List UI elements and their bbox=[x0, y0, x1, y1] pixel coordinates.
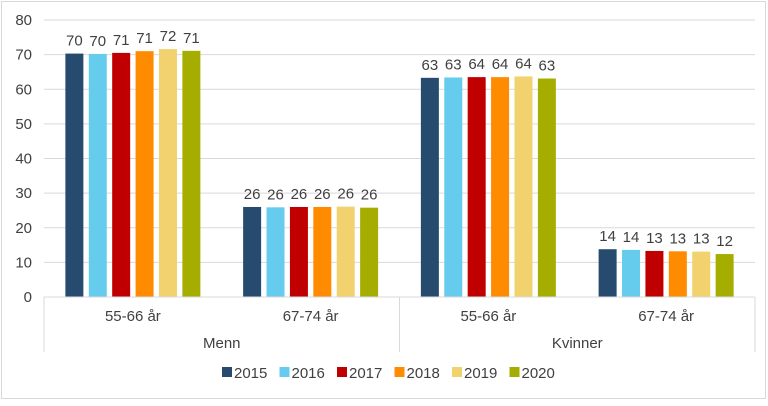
group-label: Kvinner bbox=[552, 335, 603, 352]
data-label: 12 bbox=[716, 233, 733, 250]
legend-label: 2020 bbox=[522, 365, 555, 382]
data-label: 70 bbox=[66, 33, 83, 50]
bar-2016-1 bbox=[266, 207, 285, 297]
y-tick-label: 70 bbox=[15, 47, 32, 64]
legend-label: 2019 bbox=[464, 365, 497, 382]
x-tick-label: 55-66 år bbox=[460, 308, 516, 325]
bar-2015-1 bbox=[243, 206, 262, 297]
data-label: 64 bbox=[468, 56, 485, 73]
legend-label: 2018 bbox=[407, 365, 440, 382]
x-tick-label: 67-74 år bbox=[638, 308, 694, 325]
y-tick-label: 30 bbox=[15, 185, 32, 202]
legend-swatch bbox=[509, 367, 520, 377]
bar-2017-1 bbox=[289, 206, 308, 297]
data-label: 26 bbox=[361, 187, 378, 204]
data-label: 14 bbox=[599, 228, 616, 245]
bar-2019-1 bbox=[336, 206, 355, 297]
bar-2018-2 bbox=[491, 77, 510, 297]
data-label: 64 bbox=[492, 56, 509, 73]
bar-2018-0 bbox=[135, 51, 154, 297]
bar-2020-0 bbox=[182, 50, 201, 297]
data-label: 72 bbox=[160, 28, 177, 45]
data-label: 26 bbox=[244, 186, 261, 203]
legend-swatch bbox=[394, 367, 405, 377]
data-label: 26 bbox=[314, 186, 331, 203]
data-label: 13 bbox=[669, 230, 686, 247]
y-tick-label: 0 bbox=[24, 289, 32, 306]
data-label: 71 bbox=[136, 30, 153, 47]
legend-item-2018: 2018 bbox=[394, 365, 440, 382]
data-label: 14 bbox=[623, 229, 640, 246]
data-label: 63 bbox=[445, 56, 462, 73]
legend-item-2020: 2020 bbox=[509, 365, 555, 382]
x-tick-label: 67-74 år bbox=[283, 308, 339, 325]
bar-2019-2 bbox=[514, 76, 533, 297]
data-label: 71 bbox=[183, 30, 200, 47]
group-label: Menn bbox=[203, 335, 241, 352]
data-label: 70 bbox=[89, 33, 106, 50]
legend-item-2019: 2019 bbox=[452, 365, 497, 382]
data-label: 63 bbox=[539, 58, 556, 75]
y-tick-label: 20 bbox=[15, 220, 32, 237]
bar-2018-3 bbox=[668, 251, 687, 297]
bar-2015-2 bbox=[420, 77, 439, 297]
bar-2015-3 bbox=[598, 249, 617, 297]
bar-2017-3 bbox=[645, 250, 664, 297]
bar-2016-3 bbox=[622, 249, 641, 297]
y-tick-label: 60 bbox=[15, 81, 32, 98]
bar-2016-2 bbox=[444, 77, 463, 297]
y-tick-label: 50 bbox=[15, 116, 32, 133]
data-label: 13 bbox=[693, 231, 710, 248]
legend-swatch bbox=[222, 367, 232, 377]
legend-label: 2015 bbox=[234, 365, 267, 382]
data-label: 71 bbox=[113, 32, 130, 49]
legend-label: 2017 bbox=[349, 365, 382, 382]
y-tick-label: 80 bbox=[15, 12, 32, 29]
legend-swatch bbox=[452, 367, 462, 377]
data-label: 13 bbox=[646, 230, 663, 247]
data-label: 64 bbox=[515, 55, 532, 72]
legend-swatch bbox=[337, 367, 347, 377]
bar-2016-0 bbox=[88, 53, 107, 298]
bar-2017-2 bbox=[467, 77, 486, 297]
bar-2018-1 bbox=[313, 206, 332, 297]
bar-2015-0 bbox=[65, 53, 84, 298]
bar-2019-3 bbox=[692, 251, 711, 297]
data-label: 26 bbox=[267, 186, 284, 203]
bar-2020-2 bbox=[537, 78, 556, 297]
bar-2019-0 bbox=[158, 49, 177, 298]
data-label: 26 bbox=[337, 186, 354, 203]
data-label: 63 bbox=[422, 57, 439, 74]
y-tick-label: 10 bbox=[15, 254, 32, 271]
legend-label: 2016 bbox=[292, 365, 325, 382]
y-tick-label: 40 bbox=[15, 151, 32, 168]
bar-2020-3 bbox=[715, 254, 734, 297]
data-label: 26 bbox=[291, 186, 308, 203]
x-tick-label: 55-66 år bbox=[105, 308, 161, 325]
legend-swatch bbox=[279, 367, 290, 377]
bar-2017-0 bbox=[112, 52, 131, 297]
bar-2020-1 bbox=[360, 207, 379, 297]
legend-item-2017: 2017 bbox=[337, 365, 382, 382]
legend-item-2015: 2015 bbox=[222, 365, 267, 382]
legend-item-2016: 2016 bbox=[279, 365, 325, 382]
